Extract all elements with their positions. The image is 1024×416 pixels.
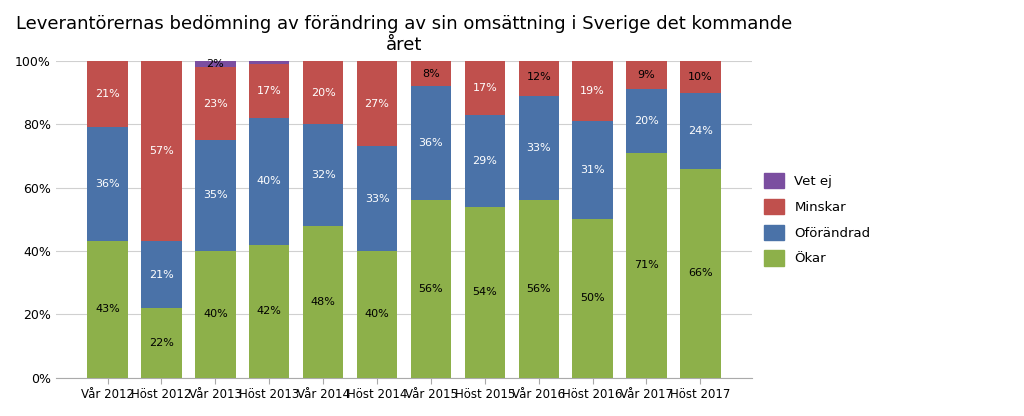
Text: 36%: 36% xyxy=(419,138,443,148)
Bar xyxy=(465,61,505,115)
Bar xyxy=(356,146,397,251)
Bar xyxy=(572,219,612,378)
Bar xyxy=(141,308,181,378)
Bar xyxy=(627,89,667,153)
Text: 20%: 20% xyxy=(311,88,336,98)
Bar xyxy=(356,251,397,378)
Bar xyxy=(141,61,181,241)
Bar xyxy=(196,61,236,67)
Text: 10%: 10% xyxy=(688,72,713,82)
Bar xyxy=(465,207,505,378)
Text: 36%: 36% xyxy=(95,179,120,189)
Text: 33%: 33% xyxy=(365,194,389,204)
Bar xyxy=(572,61,612,121)
Text: 9%: 9% xyxy=(638,70,655,80)
Bar xyxy=(249,61,290,64)
Text: 12%: 12% xyxy=(526,72,551,82)
Bar xyxy=(627,153,667,378)
Text: 23%: 23% xyxy=(203,99,227,109)
Text: 54%: 54% xyxy=(472,287,498,297)
Text: 56%: 56% xyxy=(419,284,443,294)
Text: 71%: 71% xyxy=(634,260,658,270)
Bar xyxy=(196,67,236,140)
Bar xyxy=(356,61,397,146)
Text: 17%: 17% xyxy=(472,83,498,93)
Bar xyxy=(680,61,721,93)
Text: 42%: 42% xyxy=(257,306,282,316)
Text: 19%: 19% xyxy=(581,86,605,96)
Bar xyxy=(249,118,290,245)
Text: 40%: 40% xyxy=(203,309,227,319)
Text: 40%: 40% xyxy=(257,176,282,186)
Bar xyxy=(465,115,505,207)
Text: 40%: 40% xyxy=(365,309,389,319)
Text: 24%: 24% xyxy=(688,126,713,136)
Title: Leverantörernas bedömning av förändring av sin omsättning i Sverige det kommande: Leverantörernas bedömning av förändring … xyxy=(15,15,793,54)
Bar xyxy=(518,58,559,96)
Text: 31%: 31% xyxy=(581,165,605,175)
Bar xyxy=(196,140,236,251)
Text: 21%: 21% xyxy=(95,89,120,99)
Text: 33%: 33% xyxy=(526,143,551,153)
Text: 35%: 35% xyxy=(203,191,227,201)
Bar xyxy=(518,96,559,200)
Bar xyxy=(680,168,721,378)
Bar xyxy=(249,64,290,118)
Bar xyxy=(572,121,612,219)
Bar xyxy=(87,241,128,378)
Text: 66%: 66% xyxy=(688,268,713,278)
Text: 50%: 50% xyxy=(581,293,605,303)
Bar xyxy=(303,225,343,378)
Text: 56%: 56% xyxy=(526,284,551,294)
Bar xyxy=(303,61,343,124)
Bar xyxy=(141,241,181,308)
Text: 20%: 20% xyxy=(634,116,658,126)
Text: 17%: 17% xyxy=(257,86,282,96)
Bar xyxy=(680,93,721,168)
Bar xyxy=(249,245,290,378)
Text: 29%: 29% xyxy=(472,156,498,166)
Bar xyxy=(303,124,343,225)
Text: 27%: 27% xyxy=(365,99,389,109)
Bar xyxy=(627,61,667,89)
Text: 57%: 57% xyxy=(150,146,174,156)
Bar xyxy=(411,86,452,200)
Text: 22%: 22% xyxy=(150,338,174,348)
Bar xyxy=(411,61,452,86)
Bar xyxy=(87,127,128,241)
Bar xyxy=(196,251,236,378)
Bar xyxy=(411,200,452,378)
Text: 32%: 32% xyxy=(311,170,336,180)
Text: 43%: 43% xyxy=(95,305,120,314)
Text: 48%: 48% xyxy=(310,297,336,307)
Legend: Vet ej, Minskar, Oförändrad, Ökar: Vet ej, Minskar, Oförändrad, Ökar xyxy=(759,168,876,271)
Bar xyxy=(518,200,559,378)
Text: 21%: 21% xyxy=(150,270,174,280)
Bar xyxy=(87,61,128,127)
Text: 2%: 2% xyxy=(207,59,224,69)
Text: 8%: 8% xyxy=(422,69,440,79)
